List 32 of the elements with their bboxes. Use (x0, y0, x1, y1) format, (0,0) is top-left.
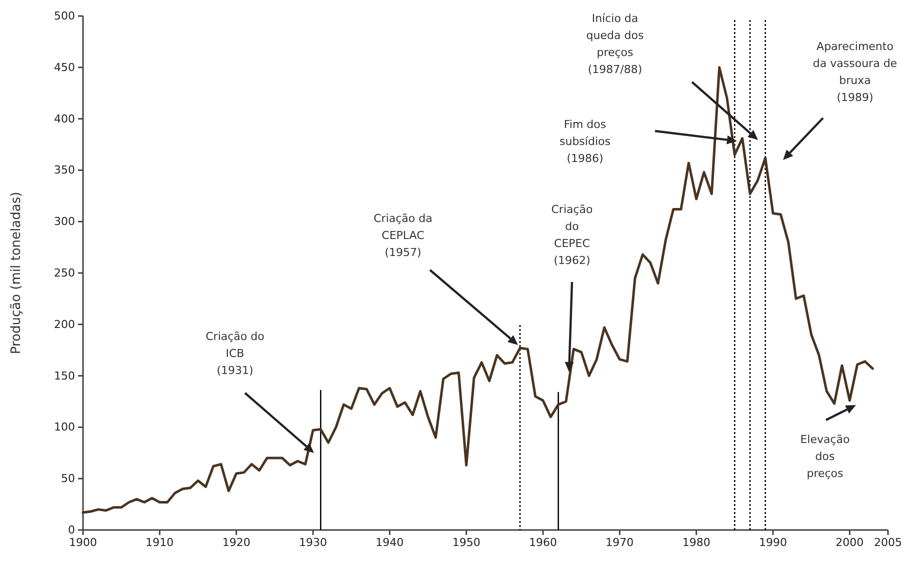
annotation: Criação do CEPEC (1962) (551, 203, 594, 267)
y-tick-label: 200 (54, 318, 75, 331)
x-tick-label: 1980 (682, 536, 710, 549)
annotation: Elevação dos preços (800, 433, 850, 480)
x-tick-label: 1970 (606, 536, 634, 549)
x-tick-label: 1960 (529, 536, 557, 549)
y-tick-label: 250 (54, 266, 75, 280)
y-tick-label: 400 (54, 112, 75, 126)
x-tick-label: 1940 (376, 536, 404, 549)
y-tick-label: 0 (68, 524, 75, 537)
annotation: Início da queda dos preços (1987/88) (586, 12, 644, 76)
x-tick-label: 2005 (874, 536, 902, 549)
x-tick-label: 1910 (146, 536, 174, 549)
y-tick-label: 100 (54, 420, 75, 434)
y-tick-label: 50 (61, 472, 75, 486)
x-tick-label: 1900 (69, 536, 97, 549)
annotation: Fim dos subsídios (1986) (560, 118, 611, 165)
y-tick-label: 150 (54, 369, 75, 382)
annotation: Aparecimento da vassoura de bruxa (1989) (812, 40, 898, 104)
y-tick-label: 350 (54, 164, 75, 177)
x-tick-label: 1950 (452, 536, 480, 549)
x-tick-label: 2000 (836, 536, 864, 549)
annotation: Criação do ICB (1931) (206, 330, 265, 377)
line-series (82, 66, 874, 514)
annotation: Criação da CEPLAC (1957) (374, 212, 432, 259)
y-tick-label: 500 (54, 10, 75, 23)
y-tick-label: 450 (54, 60, 75, 74)
y-axis-title: Produção (mil toneladas) (9, 192, 24, 354)
x-tick-label: 1920 (222, 536, 250, 549)
x-tick-label: 1990 (759, 536, 787, 549)
y-tick-label: 300 (54, 215, 75, 228)
x-tick-label: 1930 (299, 536, 327, 549)
